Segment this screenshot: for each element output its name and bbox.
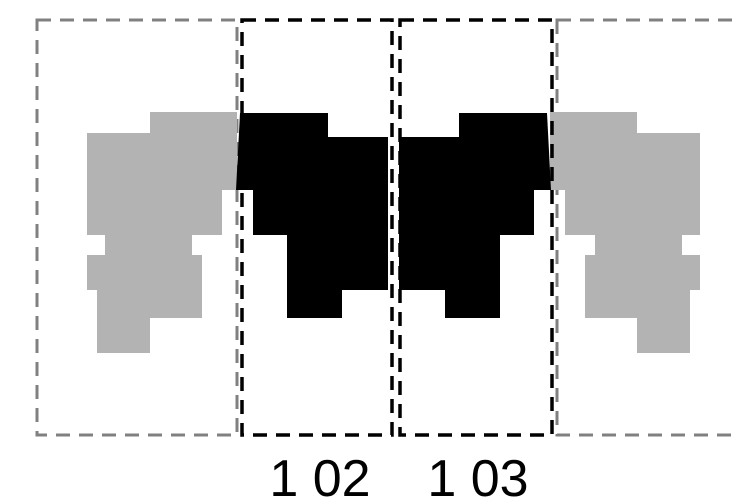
highlighted-units [236,18,554,437]
unit-outline [240,18,394,437]
unit-outline [398,18,554,437]
neighbor-outline [35,18,239,437]
neighbor-units [35,18,739,437]
neighbor-footprint [87,112,237,353]
neighbor-outline [555,18,739,437]
neighbor-footprint [550,112,700,353]
unit-footprint [236,113,388,318]
unit-label: 1 02 [269,450,370,500]
unit-label: 1 03 [427,450,528,500]
unit-footprint [399,113,551,318]
